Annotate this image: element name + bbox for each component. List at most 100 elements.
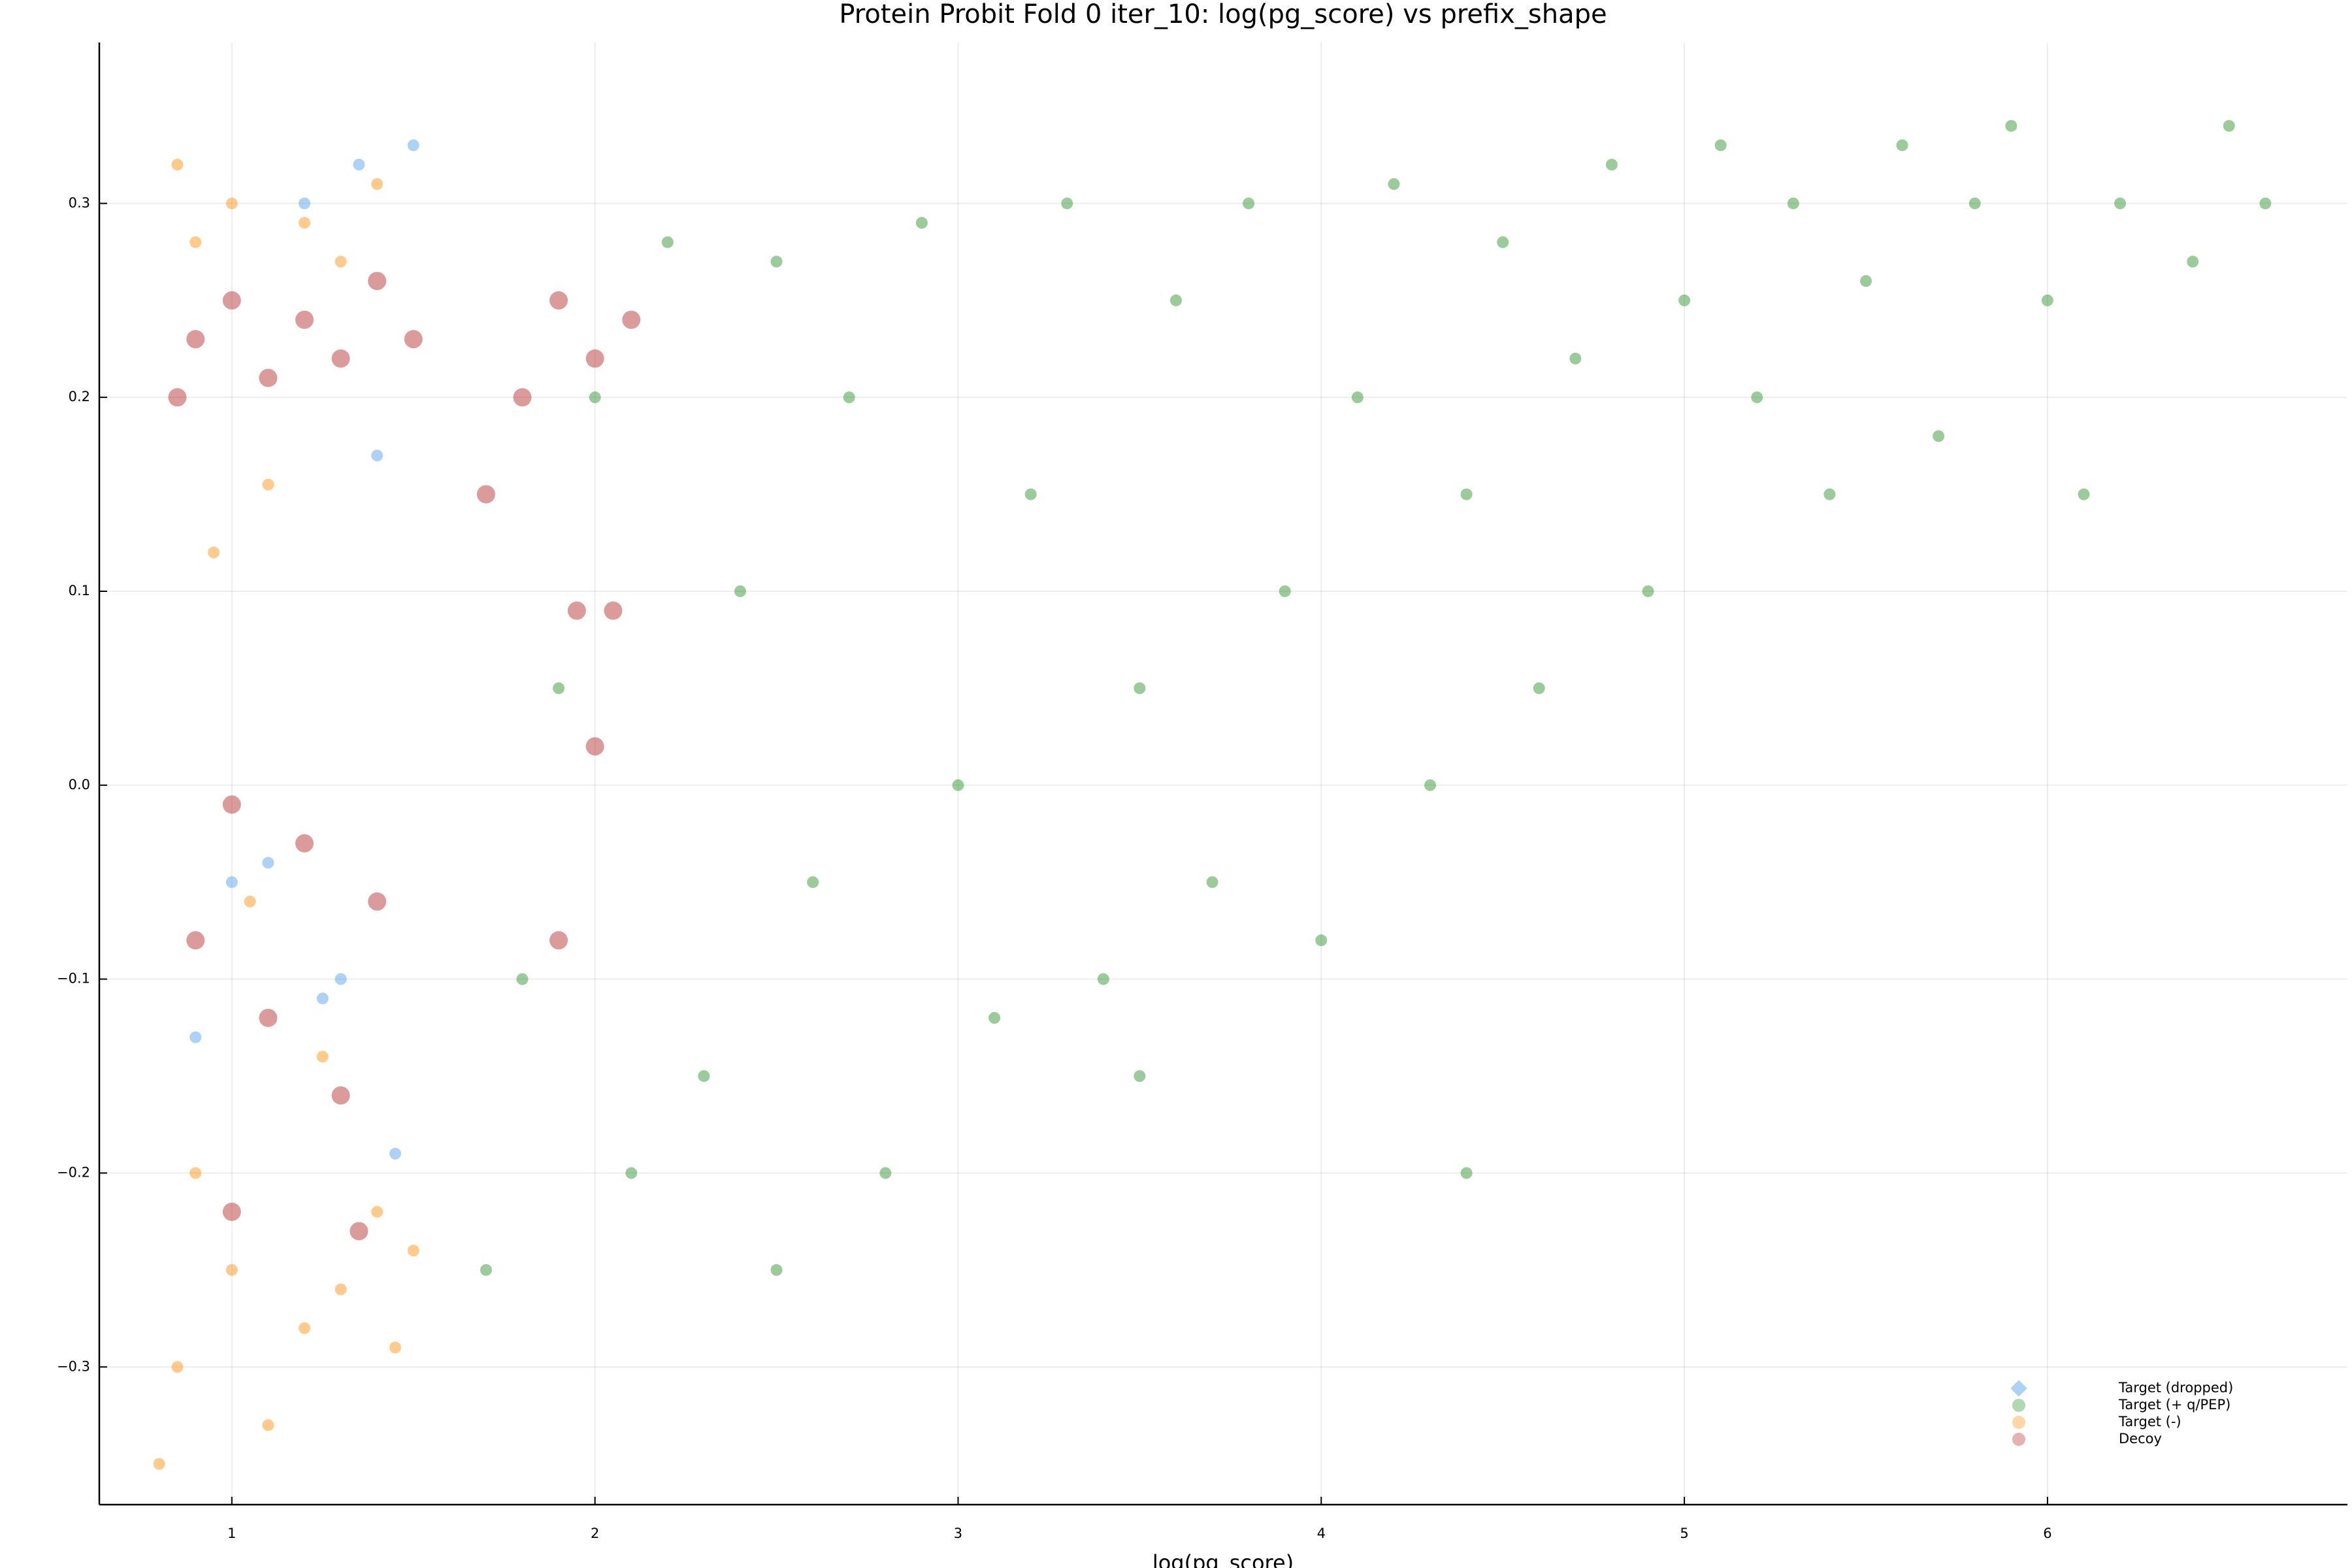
chart-title: Protein Probit Fold 0 iter_10: log(pg_sc…: [839, 0, 1607, 29]
point: [1351, 391, 1364, 404]
point: [171, 1361, 184, 1373]
point: [807, 876, 819, 889]
point: [222, 1202, 241, 1221]
point: [189, 1167, 202, 1179]
point: [259, 1008, 278, 1027]
point: [1460, 1167, 1473, 1179]
point: [1823, 488, 1836, 500]
point: [262, 857, 274, 869]
point: [407, 1245, 419, 1257]
y-tick-label: −0.1: [57, 971, 90, 987]
point: [353, 158, 365, 171]
point: [299, 197, 311, 210]
point: [168, 388, 187, 407]
x-tick-label: 1: [227, 1526, 236, 1541]
point: [331, 1086, 350, 1105]
point: [513, 388, 532, 407]
point: [153, 1458, 165, 1470]
point: [661, 236, 674, 248]
y-tick-label: 0.3: [69, 195, 90, 210]
point: [1605, 158, 1618, 171]
x-tick-label: 5: [1680, 1526, 1688, 1541]
point: [1097, 973, 1109, 985]
point: [295, 834, 314, 853]
point: [368, 892, 387, 911]
legend-label: Target (+ q/PEP): [2118, 1397, 2230, 1413]
legend-marker: [2010, 1380, 2027, 1397]
x-tick-label: 3: [954, 1526, 962, 1541]
point: [171, 158, 184, 171]
point: [915, 217, 928, 229]
legend-label: Target (-): [2118, 1414, 2181, 1429]
point: [407, 139, 419, 152]
x-axis-label: log(pg_score): [1152, 1550, 1294, 1568]
point: [259, 368, 278, 387]
legend-marker: [2012, 1416, 2025, 1429]
point: [371, 1205, 384, 1218]
point: [698, 1070, 710, 1083]
point: [389, 1147, 401, 1160]
point: [225, 876, 238, 889]
point: [843, 391, 855, 404]
point: [1206, 876, 1218, 889]
point: [186, 330, 205, 349]
point: [879, 1167, 892, 1179]
point: [186, 931, 205, 950]
point: [335, 255, 347, 268]
point: [2078, 488, 2090, 500]
point: [549, 931, 568, 950]
point: [1243, 197, 1255, 210]
point: [404, 330, 423, 349]
y-tick-label: −0.3: [57, 1358, 90, 1374]
point: [1569, 352, 1582, 365]
y-tick-label: 0.1: [69, 583, 90, 598]
point: [331, 349, 350, 368]
point: [368, 272, 387, 291]
legend-marker: [2012, 1433, 2025, 1446]
point: [1497, 236, 1509, 248]
point: [1061, 197, 1073, 210]
point: [225, 197, 238, 210]
point: [1751, 391, 1763, 404]
point: [1860, 275, 1872, 287]
y-tick-label: 0.2: [69, 389, 90, 404]
point: [952, 779, 964, 791]
point: [770, 1264, 783, 1276]
point: [295, 310, 314, 329]
point: [1642, 585, 1654, 597]
point: [371, 449, 384, 462]
point: [1169, 294, 1182, 306]
y-tick-label: −0.2: [57, 1164, 90, 1180]
point: [604, 601, 623, 620]
point: [371, 178, 384, 190]
point: [1460, 488, 1473, 500]
point: [222, 291, 241, 310]
point: [208, 546, 220, 559]
point: [2005, 120, 2017, 132]
point: [244, 895, 256, 907]
point: [1933, 430, 1945, 442]
point: [549, 291, 568, 310]
point: [553, 682, 565, 694]
point: [2041, 294, 2053, 306]
point: [1134, 682, 1146, 694]
x-tick-label: 2: [591, 1526, 599, 1541]
point: [1315, 934, 1328, 947]
point: [516, 973, 529, 985]
point: [770, 255, 783, 268]
point: [2114, 197, 2127, 210]
point: [734, 585, 746, 597]
point: [335, 1283, 347, 1296]
point: [1896, 139, 1908, 152]
point: [1714, 139, 1727, 152]
point: [1279, 585, 1291, 597]
point: [585, 349, 604, 368]
point: [316, 1051, 329, 1063]
point: [299, 1322, 311, 1334]
point: [589, 391, 601, 404]
point: [222, 795, 241, 814]
point: [2187, 255, 2199, 268]
point: [625, 1167, 638, 1179]
y-tick-label: 0.0: [69, 777, 90, 792]
